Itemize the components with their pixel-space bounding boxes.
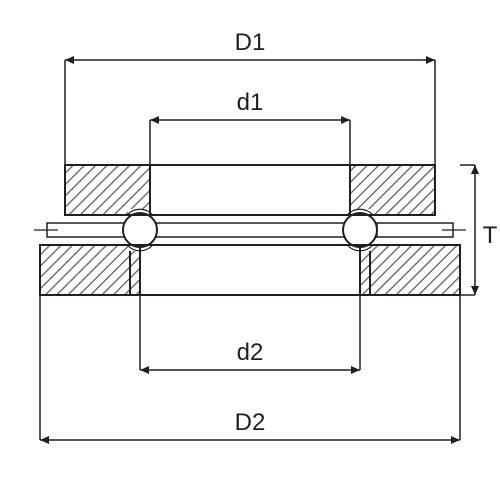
dim-label: d1 <box>237 89 264 116</box>
bearing-cross-section-diagram: D1 d1 d2 D2 T <box>0 0 500 500</box>
dim-label: D2 <box>235 409 266 436</box>
dim-label: D1 <box>235 29 266 56</box>
dim-label: d2 <box>237 339 264 366</box>
dim-label: T <box>483 222 498 249</box>
